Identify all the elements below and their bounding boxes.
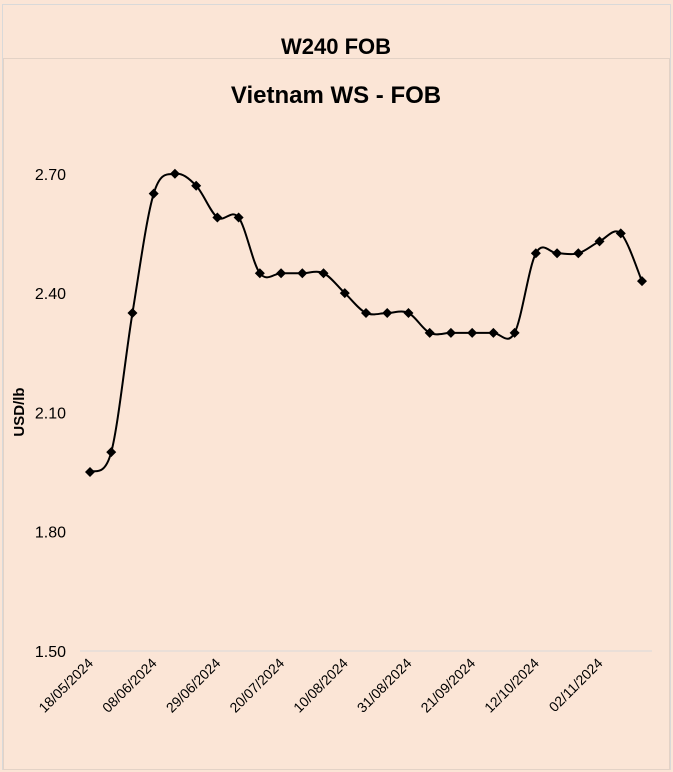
marker bbox=[467, 327, 478, 338]
marker bbox=[509, 327, 520, 338]
marker bbox=[254, 268, 265, 279]
y-tick-label: 2.10 bbox=[35, 405, 66, 422]
marker bbox=[106, 447, 117, 458]
y-axis-label: USD/lb bbox=[11, 387, 28, 436]
marker bbox=[382, 307, 393, 318]
y-tick-label: 2.40 bbox=[35, 286, 66, 303]
marker bbox=[191, 180, 202, 191]
marker bbox=[552, 248, 563, 259]
marker bbox=[637, 276, 647, 287]
marker bbox=[318, 268, 329, 279]
marker bbox=[594, 236, 605, 247]
header-title: W240 FOB bbox=[281, 34, 391, 59]
marker bbox=[169, 168, 180, 179]
marker bbox=[488, 327, 499, 338]
marker bbox=[573, 248, 584, 259]
marker bbox=[339, 288, 350, 299]
y-tick-label: 2.70 bbox=[35, 167, 66, 184]
y-tick-label: 1.80 bbox=[35, 525, 66, 542]
marker bbox=[445, 327, 456, 338]
marker bbox=[85, 467, 95, 478]
marker bbox=[424, 327, 435, 338]
marker bbox=[297, 268, 308, 279]
marker bbox=[615, 228, 626, 239]
marker bbox=[361, 307, 371, 318]
y-tick-label: 1.50 bbox=[35, 644, 66, 661]
marker bbox=[403, 307, 414, 318]
chart-title: Vietnam WS - FOB bbox=[231, 82, 441, 109]
line bbox=[89, 172, 643, 473]
marker bbox=[530, 248, 541, 259]
marker bbox=[127, 307, 138, 318]
marker bbox=[212, 212, 223, 223]
marker bbox=[148, 188, 159, 199]
marker bbox=[276, 268, 287, 279]
marker bbox=[233, 212, 244, 223]
